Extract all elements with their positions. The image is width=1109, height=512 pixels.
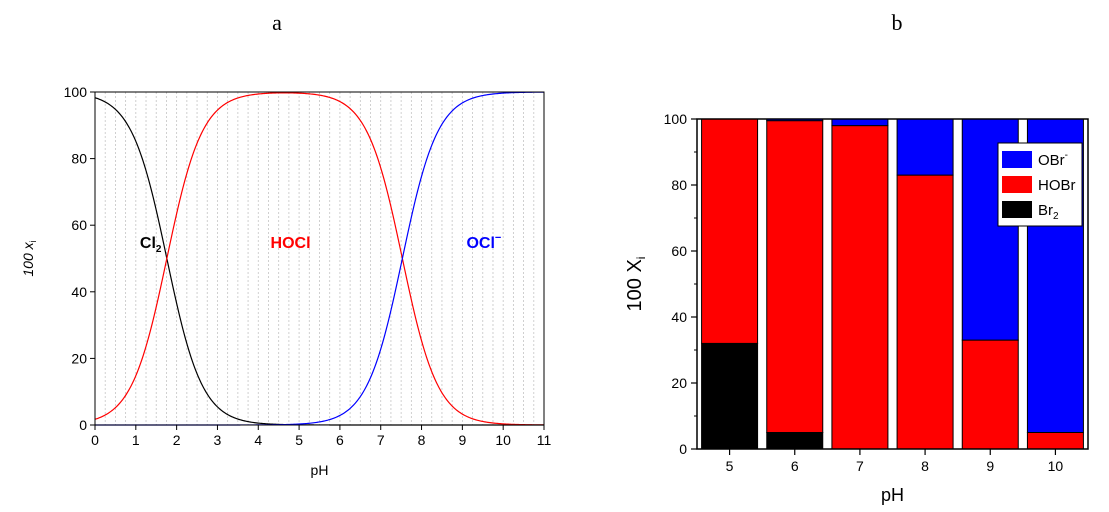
chart-b-y-axis-label-sub: i xyxy=(634,257,648,260)
chart-b-stacked-bars: 0 20 40 60 80 100 5 6 7 8 9 10 OBr- HOBr Br2 pH 100 X… xyxy=(624,111,1089,505)
chart-b-bar-9-1 xyxy=(961,339,1019,450)
chart-b-y-tick-label: 40 xyxy=(671,309,687,325)
chart-a-y-axis-label: 100 xi xyxy=(20,240,38,276)
chart-b-bar-5-0 xyxy=(701,342,759,450)
chart-b-x-axis-label: pH xyxy=(881,485,904,505)
chart-a-x-tick-label: 1 xyxy=(132,432,140,448)
chart-a-x-tick-label: 10 xyxy=(495,432,511,448)
chart-a-series-labels: Cl2 HOCl OCl− xyxy=(140,232,501,255)
chart-a-y-tick-label: 100 xyxy=(64,84,88,100)
chart-b-x-tick-label: 8 xyxy=(921,458,929,474)
chart-a-y-tick-label: 40 xyxy=(71,284,87,300)
chart-a-series-label-0: Cl2 xyxy=(140,235,162,255)
chart-b-bar-7-1 xyxy=(831,125,889,450)
chart-a-series-label-1: HOCl xyxy=(271,235,311,252)
chart-a-x-tick-label: 9 xyxy=(458,432,466,448)
chart-b-x-tick-label: 10 xyxy=(1048,458,1064,474)
chart-b-bar-5-1 xyxy=(701,118,759,344)
chart-b-y-tick-label: 0 xyxy=(679,441,687,457)
chart-a-y-tick-label: 60 xyxy=(71,217,87,233)
chart-b-legend-swatch-2 xyxy=(1002,201,1032,218)
chart-a-series-line-1 xyxy=(94,92,545,426)
chart-a-y-tick-label: 80 xyxy=(71,151,87,167)
chart-a-grid xyxy=(104,92,535,425)
chart-b-y-tick-label: 80 xyxy=(671,177,687,193)
chart-b-legend-swatch-0 xyxy=(1002,151,1032,168)
chart-a-ticks: 0 1 2 3 4 5 6 7 8 9 10 11 0 20 40 60 80 100 xyxy=(64,84,552,448)
chart-b-y-tick-label: 100 xyxy=(664,111,688,127)
chart-b-legend-label-1: HOBr xyxy=(1038,177,1076,194)
chart-b-x-tick-label: 7 xyxy=(856,458,864,474)
chart-a-x-tick-label: 4 xyxy=(254,432,262,448)
chart-a-y-axis-label-sub: i xyxy=(28,240,38,242)
chart-a-y-axis-label-main: 100 x xyxy=(20,241,36,276)
chart-b-bar-8-2 xyxy=(896,118,954,176)
chart-b-x-tick-label: 6 xyxy=(791,458,799,474)
chart-b-legend-label-0: OBr- xyxy=(1038,150,1068,169)
chart-b-bar-7-2 xyxy=(831,118,889,127)
panel-letter-a: a xyxy=(272,10,282,35)
chart-b-y-axis-label-main: 100 X xyxy=(624,259,646,311)
chart-a-plot-frame xyxy=(94,91,545,426)
chart-a-series-label-2: OCl− xyxy=(466,232,501,252)
chart-b-x-tick-label: 5 xyxy=(726,458,734,474)
chart-b-bar-6-0 xyxy=(766,432,824,450)
chart-b-y-tick-label: 60 xyxy=(671,243,687,259)
chart-a-series-line-2 xyxy=(95,91,545,426)
chart-a-y-tick-label: 0 xyxy=(79,417,87,433)
chart-a-x-tick-label: 2 xyxy=(173,432,181,448)
chart-a-y-tick-label: 20 xyxy=(71,350,87,366)
chart-b-bar-10-1 xyxy=(1026,432,1084,450)
chart-a-x-tick-label: 7 xyxy=(377,432,385,448)
chart-b-y-tick-label: 20 xyxy=(671,375,687,391)
chart-a-x-tick-label: 6 xyxy=(336,432,344,448)
chart-b-legend: OBr- HOBr Br2 xyxy=(997,142,1083,227)
chart-a-speciation-lines: 0 1 2 3 4 5 6 7 8 9 10 11 0 20 40 60 80 100 Cl2 HOCl OCl− p… xyxy=(20,84,551,478)
chart-a-x-tick-label: 3 xyxy=(214,432,222,448)
chart-a-series-lines xyxy=(94,91,545,426)
chart-b-bar-8-1 xyxy=(896,174,954,450)
chart-b-bars xyxy=(701,118,1084,450)
panel-letter-b: b xyxy=(892,10,903,35)
chart-b-legend-swatch-1 xyxy=(1002,176,1032,193)
chart-a-x-tick-label: 5 xyxy=(295,432,303,448)
chart-b-legend-label-2: Br2 xyxy=(1038,202,1059,222)
chart-b-y-axis-label: 100 Xi xyxy=(624,257,648,312)
chart-a-x-tick-label: 0 xyxy=(91,432,99,448)
chart-a-x-axis-label: pH xyxy=(311,462,329,478)
chart-a-x-tick-label: 11 xyxy=(537,432,552,448)
chart-b-ticks: 0 20 40 60 80 100 5 6 7 8 9 10 xyxy=(664,111,1064,474)
chart-b-bar-6-1 xyxy=(766,120,824,434)
chart-b-x-tick-label: 9 xyxy=(986,458,994,474)
chart-a-x-tick-label: 8 xyxy=(418,432,426,448)
